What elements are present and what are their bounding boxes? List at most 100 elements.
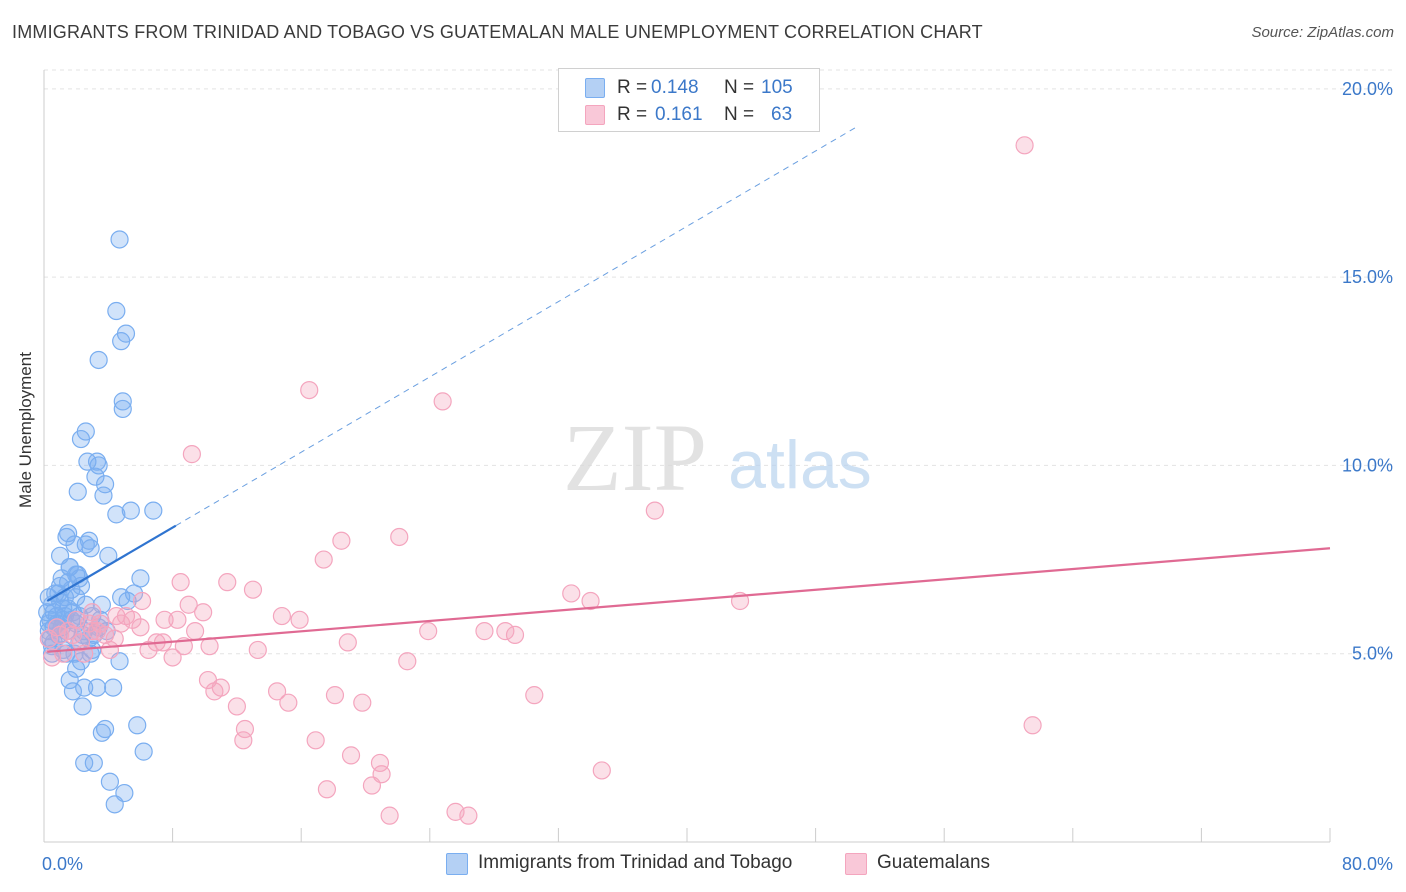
trinidad-point: [68, 482, 87, 501]
n-value: 63: [771, 104, 793, 125]
trinidad-point: [115, 783, 134, 803]
trinidad-point: [76, 595, 95, 614]
guatemalan-point: [248, 640, 267, 660]
trinidad-point: [100, 772, 120, 791]
guatemalan-point: [235, 719, 255, 739]
trinidad-point: [110, 230, 129, 249]
trinidad-point: [94, 486, 113, 505]
chart-title: IMMIGRANTS FROM TRINIDAD AND TOBAGO VS G…: [12, 22, 983, 42]
guatemalan-point: [475, 622, 494, 641]
guatemalan-point: [300, 380, 319, 400]
stats-legend-row-guatemalan: R = 0.161 N = 63: [559, 101, 819, 127]
r-label: R =: [617, 77, 648, 98]
trinidad-point: [107, 301, 126, 321]
trinidad-point: [121, 501, 140, 520]
trinidad-point: [73, 697, 92, 716]
trinidad-point: [60, 557, 79, 577]
trinidad-point: [92, 595, 111, 614]
guatemalan-point: [279, 693, 298, 712]
guatemalan-point: [325, 686, 345, 705]
guatemalan-point: [290, 610, 309, 629]
stats-legend-row-trinidad: R = 0.148 N = 105: [559, 74, 819, 100]
gridlines: [44, 69, 1396, 655]
trinidad-point: [63, 682, 83, 701]
trinidad-point: [44, 603, 63, 622]
guatemalan-point: [218, 573, 237, 592]
guatemalan-point: [505, 625, 525, 644]
series-guatemalan-points: [39, 136, 1042, 825]
trinidad-point: [89, 456, 108, 475]
guatemalan-point: [243, 580, 263, 599]
guatemalan-point: [171, 573, 190, 592]
guatemalan-point: [353, 693, 372, 712]
guatemalan-point: [341, 746, 361, 765]
guatemalan-point: [433, 392, 452, 411]
trinidad-point: [79, 531, 99, 550]
y-tick-label: 15.0%: [1342, 267, 1393, 287]
trinidad-point: [78, 452, 97, 471]
trinidad-point: [71, 429, 91, 449]
guatemalan-point: [1015, 136, 1034, 155]
guatemalan-point: [54, 644, 73, 663]
guatemalan-point: [338, 633, 357, 652]
trinidad-point: [112, 332, 131, 351]
guatemalan-point: [163, 648, 182, 667]
y-tick-label: 5.0%: [1352, 644, 1393, 664]
guatemalan-point: [186, 622, 205, 641]
trinidad-point: [104, 678, 123, 697]
n-label: N =: [724, 104, 755, 125]
guatemalan-point: [645, 501, 664, 520]
guatemalan-point: [380, 806, 399, 825]
guatemalan-point: [132, 591, 152, 611]
trinidad-point: [95, 719, 115, 739]
guatemalan-point: [131, 618, 150, 637]
r-label: R =: [617, 104, 648, 125]
trinidad-point: [134, 742, 153, 761]
trinidad-point: [59, 524, 78, 543]
guatemalan-point: [592, 761, 611, 780]
source-label: Source: ZipAtlas.com: [1251, 24, 1394, 41]
trinidad-legend-swatch: [446, 853, 468, 875]
series-trinidad-points: [38, 230, 163, 814]
trinidad-point: [75, 678, 94, 697]
y-axis-label-wrap: Male Unemployment: [6, 300, 46, 560]
n-value: 105: [761, 77, 793, 98]
guatemalan-point: [317, 780, 337, 799]
r-value: 0.161: [655, 104, 703, 125]
guatemalan-trend-line: [47, 547, 1331, 653]
guatemalan-swatch: [585, 105, 605, 125]
watermark-zip: ZIP: [563, 404, 707, 511]
trinidad-point: [128, 716, 147, 735]
guatemalan-point: [234, 731, 253, 750]
guatemalan-point: [332, 531, 351, 550]
trinidad-legend-label: Immigrants from Trinidad and Tobago: [478, 852, 793, 873]
trinidad-point: [118, 591, 137, 611]
guatemalan-point: [155, 610, 174, 629]
guatemalan-point: [581, 591, 600, 611]
trinidad-point: [87, 678, 107, 697]
trinidad-point: [75, 753, 94, 773]
trinidad-point: [95, 475, 115, 494]
trinidad-point: [131, 569, 150, 588]
x-tick-label: 0.0%: [42, 854, 83, 874]
guatemalan-point: [398, 652, 417, 671]
guatemalan-point: [419, 622, 438, 641]
guatemalan-point: [1023, 716, 1042, 735]
guatemalan-legend-label: Guatemalans: [877, 852, 991, 873]
trinidad-point: [65, 535, 84, 554]
guatemalan-point: [227, 697, 246, 716]
guatemalan-point: [198, 670, 218, 690]
trinidad-point: [144, 501, 163, 520]
guatemalan-point: [525, 686, 544, 705]
guatemalan-point: [459, 806, 478, 825]
y-axis-label: Male Unemployment: [16, 352, 35, 508]
guatemalan-point: [105, 629, 124, 648]
guatemalan-point: [496, 622, 515, 641]
trinidad-point: [86, 467, 105, 486]
y-tick-label: 10.0%: [1342, 455, 1393, 475]
r-value: 0.148: [651, 77, 699, 98]
y-tick-label: 20.0%: [1342, 79, 1393, 99]
guatemalan-point: [314, 550, 333, 569]
guatemalan-point: [179, 595, 198, 614]
guatemalan-point: [306, 731, 325, 750]
